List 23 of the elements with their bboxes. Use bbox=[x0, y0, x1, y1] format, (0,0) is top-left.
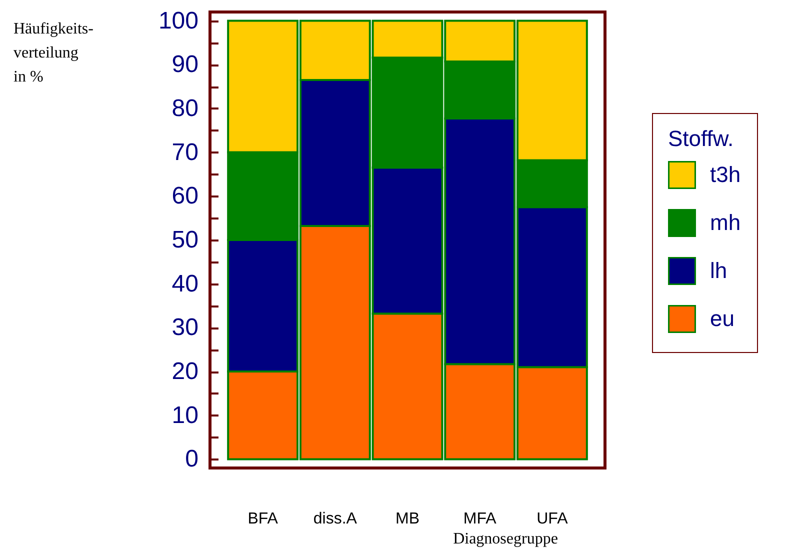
y-tick-label: 80 bbox=[172, 94, 198, 122]
y-axis-title: Häufigkeits- verteilung in % bbox=[14, 20, 94, 86]
y-tick-label: 70 bbox=[172, 138, 198, 166]
y-tick-label: 40 bbox=[172, 270, 198, 298]
y-tick-label: 50 bbox=[172, 226, 198, 254]
legend-title: Stoffw. bbox=[668, 126, 734, 151]
y-tick-label: 10 bbox=[172, 402, 198, 429]
y-tick-label: 0 bbox=[185, 446, 198, 473]
x-tick-label: BFA bbox=[248, 510, 278, 528]
legend-label: lh bbox=[710, 258, 728, 283]
y-tick-label: 60 bbox=[172, 182, 198, 210]
legend-label: eu bbox=[710, 306, 734, 331]
x-axis-title: Diagnosegruppe bbox=[453, 530, 558, 548]
legend-label: t3h bbox=[710, 162, 741, 187]
y-tick-label: 30 bbox=[172, 314, 198, 342]
x-tick-label: MFA bbox=[463, 510, 497, 528]
x-tick-label: MB bbox=[396, 510, 420, 528]
x-tick-label: diss.A bbox=[313, 510, 358, 528]
x-tick-label: UFA bbox=[536, 510, 568, 528]
y-tick-label: 100 bbox=[158, 7, 198, 34]
y-tick-label: 20 bbox=[172, 358, 198, 386]
y-tick-label: 90 bbox=[172, 51, 198, 78]
legend-label: mh bbox=[710, 210, 741, 235]
